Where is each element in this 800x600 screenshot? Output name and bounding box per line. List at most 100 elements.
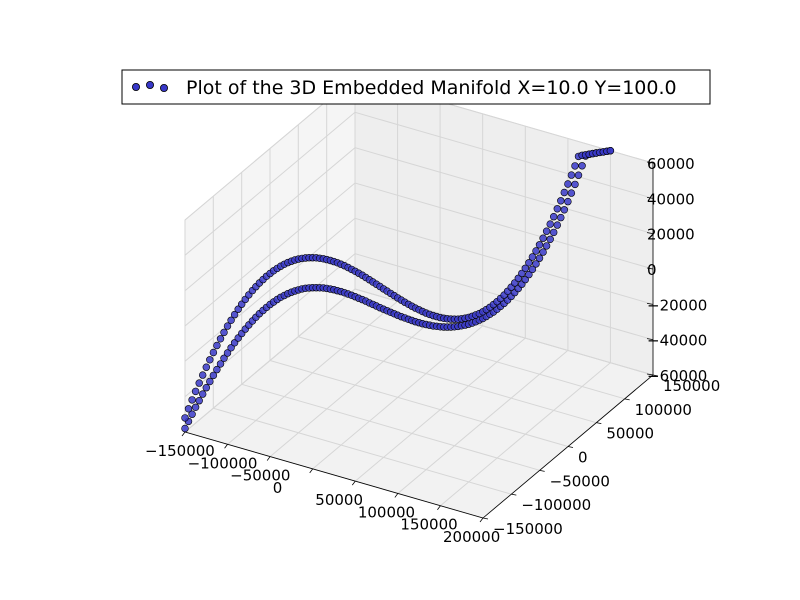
y-tick-label: −150000 bbox=[493, 520, 563, 538]
data-point bbox=[525, 259, 533, 267]
x-tick-mark bbox=[351, 480, 356, 486]
data-point bbox=[560, 206, 568, 214]
z-tick-label: 0 bbox=[647, 261, 657, 279]
data-point bbox=[553, 221, 561, 229]
data-point bbox=[553, 205, 561, 213]
data-point bbox=[202, 363, 211, 371]
legend[interactable]: Plot of the 3D Embedded Manifold X=10.0 … bbox=[121, 69, 711, 105]
data-point bbox=[532, 260, 540, 268]
data-point bbox=[564, 180, 572, 188]
x-tick-mark bbox=[266, 456, 271, 461]
data-point bbox=[220, 328, 228, 337]
data-point bbox=[209, 348, 218, 357]
x-tick-label: 0 bbox=[273, 479, 283, 497]
legend-marker-3 bbox=[159, 84, 168, 93]
y-tick-mark bbox=[624, 398, 630, 401]
data-point bbox=[542, 242, 551, 250]
data-point bbox=[567, 171, 576, 179]
data-point bbox=[191, 387, 200, 396]
data-point bbox=[521, 275, 529, 284]
z-gridline bbox=[184, 111, 654, 256]
data-point bbox=[213, 341, 221, 350]
legend-marker-2 bbox=[145, 81, 154, 90]
legend-box bbox=[121, 69, 711, 105]
data-point bbox=[223, 349, 232, 357]
data-point bbox=[195, 379, 203, 387]
data-point bbox=[213, 365, 221, 374]
data-point bbox=[557, 213, 565, 222]
data-point bbox=[216, 360, 225, 368]
data-point bbox=[546, 220, 554, 228]
y-tick-label: −50000 bbox=[550, 472, 610, 490]
y-tick-mark bbox=[482, 517, 489, 520]
axis-lines bbox=[181, 161, 659, 523]
data-point bbox=[181, 424, 189, 433]
legend-marker-1 bbox=[131, 83, 140, 92]
z-tick-label: −60000 bbox=[647, 367, 707, 385]
data-point bbox=[528, 265, 537, 274]
scatter-points bbox=[181, 147, 615, 433]
z-gridline bbox=[184, 217, 654, 362]
data-point bbox=[535, 254, 544, 262]
data-point bbox=[220, 354, 228, 362]
y-tick-label: 50000 bbox=[606, 425, 654, 443]
data-point bbox=[560, 188, 568, 197]
z-tick-mark bbox=[646, 232, 654, 235]
data-point bbox=[234, 305, 242, 313]
y-tick-mark bbox=[567, 446, 574, 448]
z-tick-label: 20000 bbox=[647, 226, 695, 244]
legend-label: Plot of the 3D Embedded Manifold X=10.0 … bbox=[186, 77, 677, 99]
data-point bbox=[188, 396, 196, 404]
data-point bbox=[571, 162, 579, 170]
y-tick-label: 0 bbox=[578, 449, 588, 467]
x-tick-label: −50000 bbox=[230, 467, 290, 485]
y-tick-mark bbox=[511, 493, 517, 496]
x-tick-mark bbox=[309, 468, 314, 474]
data-point bbox=[525, 270, 533, 279]
x-tick-mark bbox=[181, 431, 186, 437]
data-point bbox=[532, 247, 540, 255]
data-point bbox=[528, 253, 537, 261]
z-tick-label: 40000 bbox=[647, 190, 695, 208]
data-point bbox=[206, 377, 214, 386]
z-gridline bbox=[184, 147, 654, 292]
z-tick-mark bbox=[646, 373, 654, 376]
x-axis-line bbox=[184, 431, 484, 519]
data-point bbox=[539, 248, 547, 256]
x-tick-mark bbox=[437, 505, 441, 510]
z-gridline bbox=[184, 253, 654, 398]
y-tick-mark bbox=[652, 374, 659, 377]
data-point bbox=[216, 335, 225, 343]
y-tick-label: 100000 bbox=[635, 401, 692, 419]
data-point bbox=[521, 264, 529, 272]
data-point bbox=[230, 310, 239, 319]
data-point bbox=[227, 344, 235, 352]
data-point bbox=[578, 162, 586, 170]
data-point bbox=[191, 403, 200, 411]
data-point bbox=[539, 234, 547, 242]
data-point bbox=[195, 397, 203, 405]
x-tick-mark bbox=[224, 444, 228, 449]
x-tick-label: 150000 bbox=[400, 516, 457, 534]
data-point bbox=[202, 384, 211, 392]
data-point bbox=[567, 189, 576, 197]
y-tick-mark bbox=[596, 422, 602, 425]
data-point bbox=[184, 405, 193, 413]
data-point bbox=[546, 235, 554, 244]
data-point bbox=[518, 269, 526, 278]
tick-labels: −150000−100000−5000005000010000015000020… bbox=[145, 155, 720, 546]
x-tick-label: −150000 bbox=[145, 442, 215, 460]
data-point bbox=[188, 410, 196, 418]
x-tick-label: −100000 bbox=[188, 454, 258, 472]
x-tick-mark bbox=[479, 517, 484, 523]
z-gridline bbox=[184, 288, 654, 433]
y-tick-label: 150000 bbox=[663, 377, 720, 395]
data-point bbox=[535, 241, 544, 249]
z-tick-label: −40000 bbox=[647, 332, 707, 350]
data-point bbox=[199, 371, 207, 379]
data-point bbox=[227, 316, 235, 324]
data-point bbox=[557, 197, 565, 205]
z-tick-label: 60000 bbox=[647, 155, 695, 173]
z-tick-label: −20000 bbox=[647, 296, 707, 314]
